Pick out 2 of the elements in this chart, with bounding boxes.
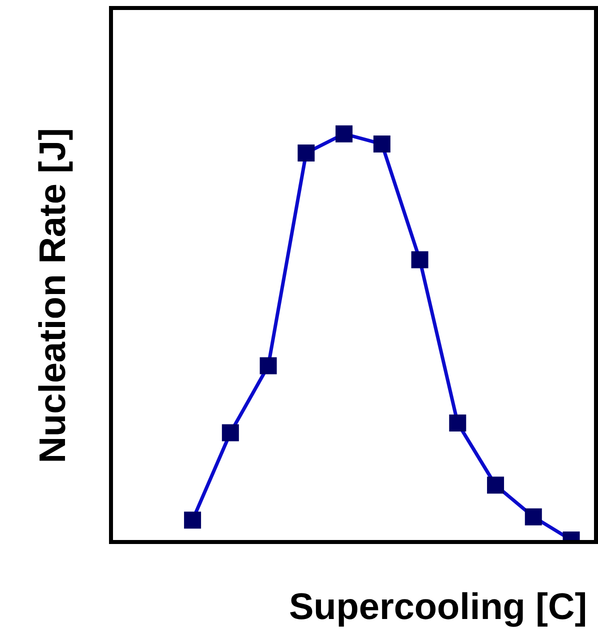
x-axis-title: Supercooling [C]: [289, 586, 588, 627]
y-axis-title: Nucleation Rate [J]: [32, 128, 73, 464]
